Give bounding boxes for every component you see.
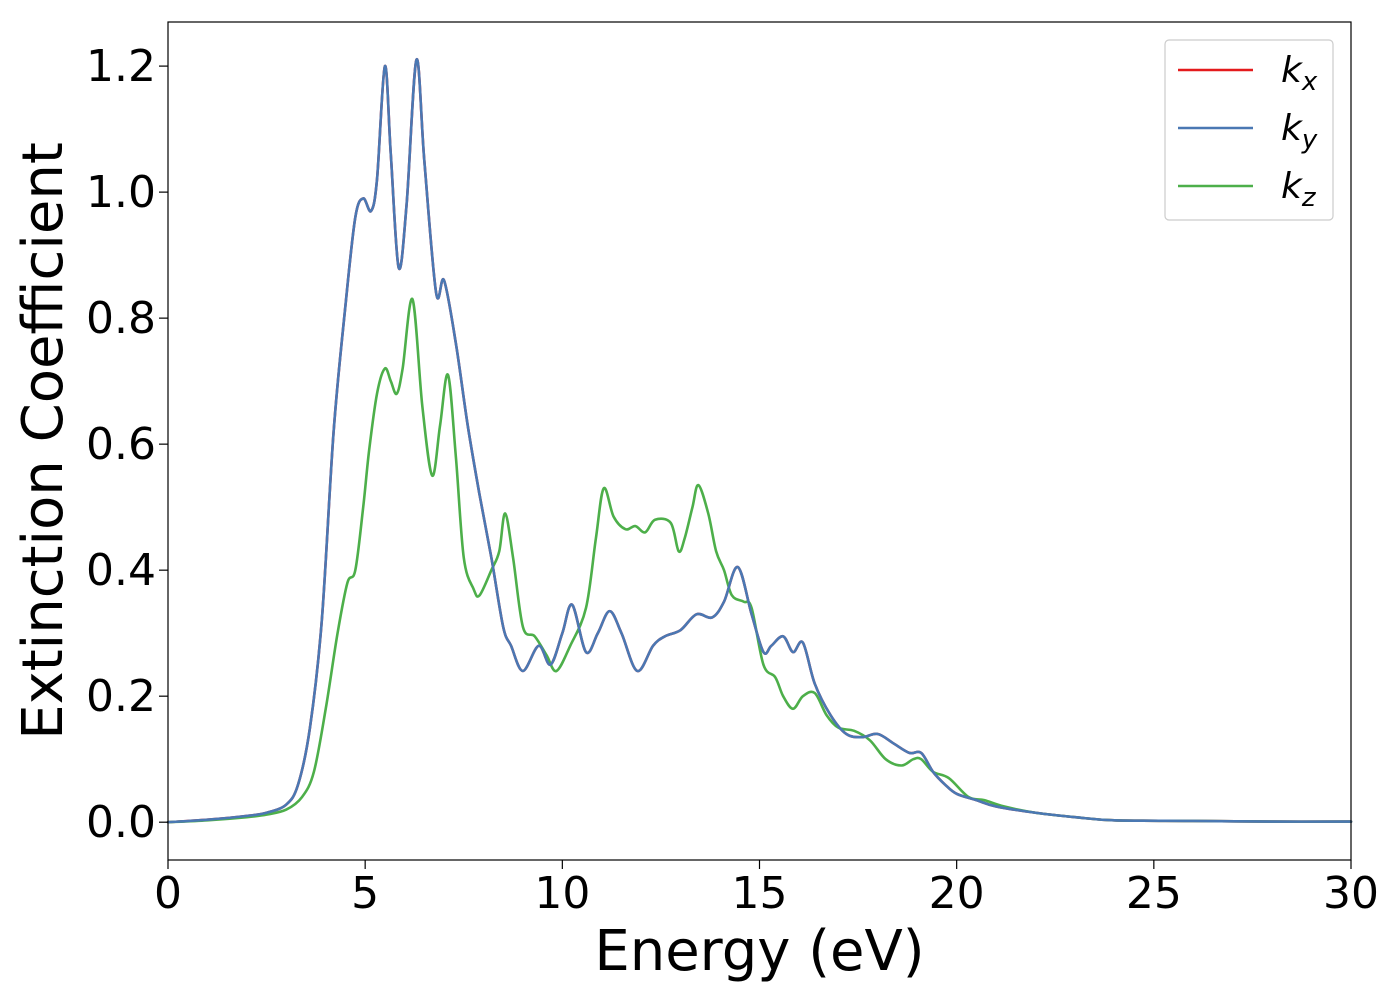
y-tick-label: 1.2 <box>86 41 156 92</box>
legend-label-k-z: kz <box>1281 166 1317 213</box>
y-tick-label: 0.0 <box>86 797 156 848</box>
series-line-k-z <box>166 297 1353 824</box>
y-tick-label: 0.6 <box>86 419 156 470</box>
series-layer <box>166 58 1353 824</box>
y-tick-label: 0.2 <box>86 671 156 722</box>
x-tick-label: 0 <box>154 868 182 919</box>
legend: kx ky kz <box>1164 39 1334 221</box>
series-line-k-y <box>166 58 1353 824</box>
x-tick-label: 20 <box>929 868 985 919</box>
y-tick-label: 1.0 <box>86 167 156 218</box>
x-tick-label: 25 <box>1126 868 1182 919</box>
y-axis: 0.0 0.2 0.4 0.6 0.8 1.0 1.2 <box>86 41 168 848</box>
y-tick-label: 0.8 <box>86 293 156 344</box>
legend-label-k-y: ky <box>1281 108 1318 155</box>
x-tick-label: 5 <box>351 868 379 919</box>
plot-background <box>168 22 1351 860</box>
legend-label-k-x: kx <box>1281 50 1318 97</box>
x-tick-label: 30 <box>1323 868 1379 919</box>
y-axis-title: Extinction Coefficient <box>11 142 76 740</box>
x-tick-label: 15 <box>732 868 788 919</box>
legend-box <box>1164 39 1334 221</box>
x-axis: 0 5 10 15 20 25 30 <box>154 860 1379 919</box>
x-axis-title: Energy (eV) <box>594 919 924 984</box>
y-tick-label: 0.4 <box>86 545 156 596</box>
x-tick-label: 10 <box>534 868 590 919</box>
